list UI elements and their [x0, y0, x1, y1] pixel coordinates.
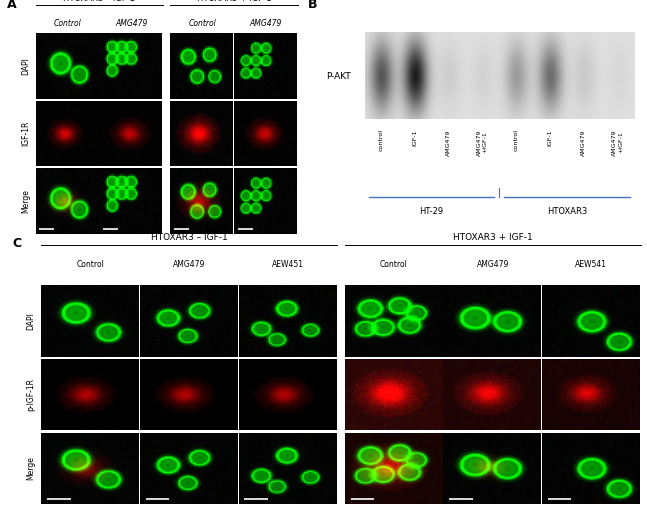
- Text: p-IGF-1R: p-IGF-1R: [26, 377, 35, 410]
- Text: C: C: [13, 237, 22, 249]
- Text: Merge: Merge: [21, 189, 30, 212]
- Text: HTOXAR3 – IGF-1: HTOXAR3 – IGF-1: [63, 0, 135, 3]
- Text: AMG479
+IGF-1: AMG479 +IGF-1: [477, 129, 487, 155]
- Text: HTOXAR3 + IGF-1: HTOXAR3 + IGF-1: [197, 0, 271, 3]
- Text: Control: Control: [54, 19, 82, 28]
- Text: AMG479: AMG479: [250, 19, 282, 28]
- Text: B: B: [307, 0, 317, 11]
- Text: Control: Control: [188, 19, 216, 28]
- Text: Control: Control: [77, 260, 105, 269]
- Text: AMG479: AMG479: [476, 260, 509, 269]
- Text: control: control: [514, 129, 519, 151]
- Text: P-AKT: P-AKT: [327, 72, 351, 80]
- Text: DAPI: DAPI: [21, 57, 30, 75]
- Text: AMG479
+IGF-1: AMG479 +IGF-1: [613, 129, 623, 155]
- Text: AMG479: AMG479: [446, 129, 451, 155]
- Text: HT-29: HT-29: [419, 207, 444, 216]
- Text: HTOXAR3 – IGF-1: HTOXAR3 – IGF-1: [151, 233, 228, 242]
- Text: AMG479: AMG479: [115, 19, 148, 28]
- Text: Control: Control: [380, 260, 408, 269]
- Text: DAPI: DAPI: [26, 311, 35, 329]
- Text: AEW451: AEW451: [272, 260, 304, 269]
- Text: HTOXAR3: HTOXAR3: [547, 207, 587, 216]
- Text: A: A: [6, 0, 16, 11]
- Text: HTOXAR3 + IGF-1: HTOXAR3 + IGF-1: [453, 233, 532, 242]
- Text: IGF-1: IGF-1: [412, 129, 417, 145]
- Text: IGF-1: IGF-1: [547, 129, 553, 145]
- Text: Merge: Merge: [26, 455, 35, 479]
- Text: AEW541: AEW541: [575, 260, 608, 269]
- Text: AMG479: AMG479: [581, 129, 586, 155]
- Text: AMG479: AMG479: [173, 260, 206, 269]
- Text: IGF-1R: IGF-1R: [21, 121, 30, 146]
- Text: control: control: [378, 129, 383, 151]
